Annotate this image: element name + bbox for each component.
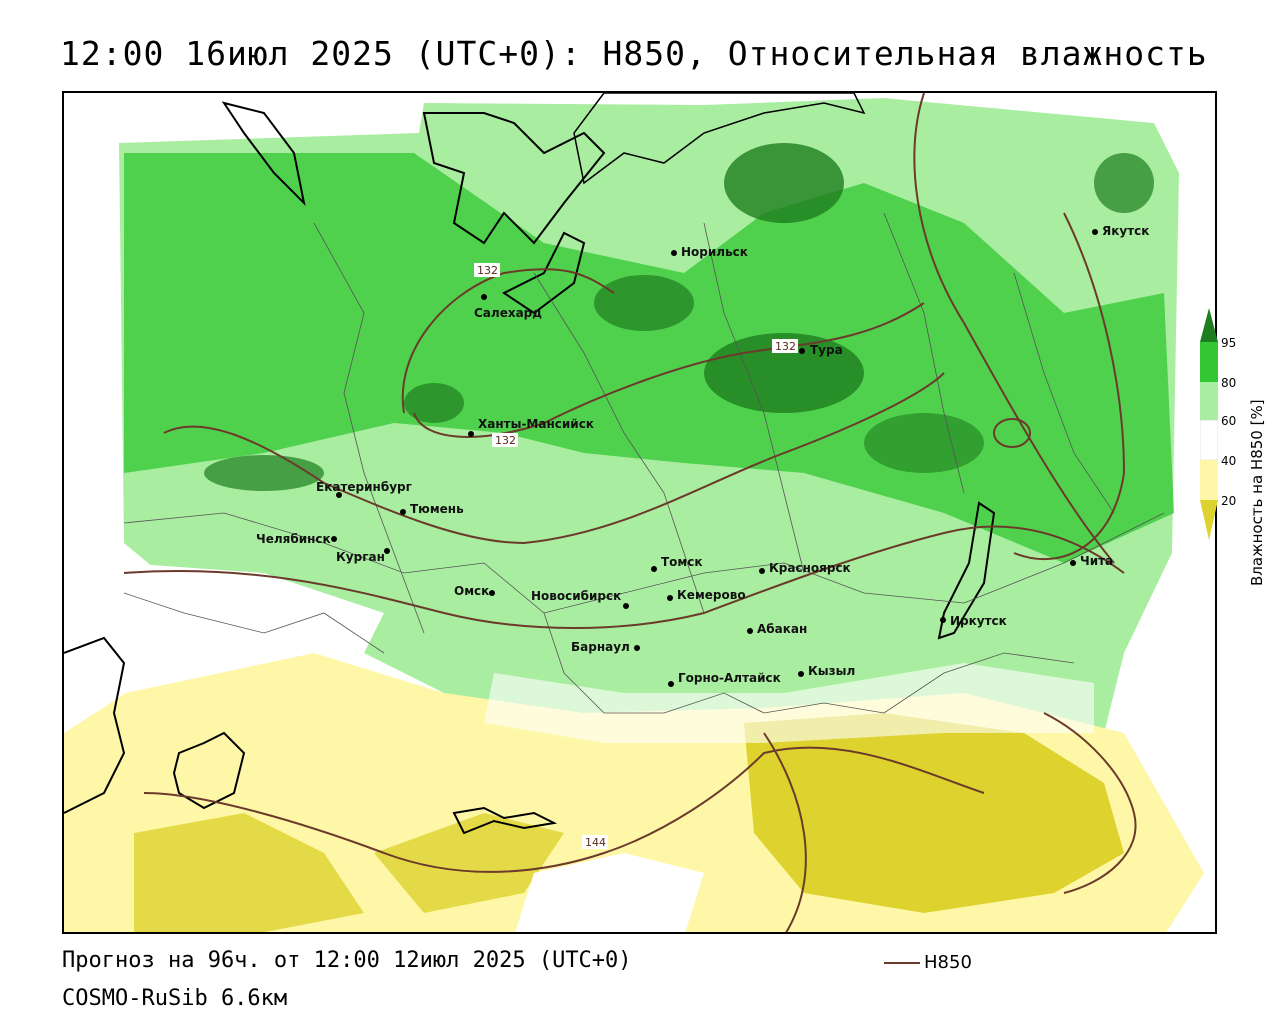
contour-ring [993,418,1031,448]
coastline-novaya-zemlya [221,101,306,207]
city-label: Кызыл [808,664,855,678]
model-name: COSMO-RuSib 6.6км [62,986,288,1011]
city-label: Чита [1080,554,1113,568]
contour-144-east [763,732,807,932]
colorbar [1200,308,1218,540]
moist-core-3 [594,275,694,331]
city-dot [400,509,406,515]
city-label: Ханты-Мансийск [478,417,594,431]
city-label: Томск [661,555,703,569]
contour-far-east [1013,212,1126,561]
humidity-map: 132 132 132 144 Якутск Норильск Салехард… [64,93,1204,932]
colorbar-top-arrow [1200,308,1218,342]
white-gap-bottom [515,853,704,932]
city-dot [799,348,805,354]
city-label: Иркутск [950,614,1007,628]
city-dot [798,671,804,677]
moist-core-6 [1094,153,1154,213]
contour-south [123,525,1125,629]
very-dry-region [744,713,1124,913]
colorbar-tick: 60 [1221,414,1237,428]
city-markers: Якутск Норильск Салехард Тура Ханты-Манс… [256,224,1149,687]
city-dot [489,590,495,596]
admin-borders [123,212,1165,714]
very-dry-region-west [134,813,364,932]
city-label: Барнаул [571,640,630,654]
colorbar-segment-95 [1200,342,1218,382]
contour-label: 144 [585,836,606,849]
caspian-coast [64,636,126,814]
aral-sea [172,731,246,810]
contour-132-loop [401,268,615,414]
city-label: Якутск [1102,224,1149,238]
city-label: Горно-Алтайск [678,671,781,685]
forecast-info: Прогноз на 96ч. от 12:00 12июл 2025 (UTC… [62,948,632,973]
city-label: Омск [454,584,489,598]
contour-label-group: 132 132 132 144 [474,263,798,849]
contour-legend-label: H850 [924,952,972,973]
city-dot [331,536,337,542]
moist-core-5 [204,455,324,491]
city-dot [667,595,673,601]
contour-legend-line [884,962,920,964]
city-label: Новосибирск [531,589,621,603]
colorbar-bottom-arrow [1200,500,1218,540]
colorbar-tick: 95 [1221,336,1237,350]
city-label: Красноярск [769,561,851,575]
contour-132-tura [413,302,925,438]
colorbar-title: Влажность на H850 [%] [1248,399,1266,586]
contour-east [913,93,1115,564]
lake-baikal [937,501,996,640]
white-gap-south [484,663,1094,743]
contour-label: 132 [495,434,516,447]
city-dot [759,568,765,574]
colorbar-tick: 80 [1221,376,1237,390]
white-gap [124,563,384,653]
very-dry-region-center [374,813,564,913]
moist-core-4 [404,383,464,423]
contour-144-far-east [1043,712,1137,894]
colorbar-segment-80 [1200,382,1218,420]
city-label: Тура [810,343,843,357]
h850-contours [123,93,1137,932]
city-dot [651,566,657,572]
map-panel: 132 132 132 144 Якутск Норильск Салехард… [62,91,1217,934]
city-dot [634,645,640,651]
city-dot [384,548,390,554]
city-label: Кемерово [677,588,746,602]
city-dot [1092,229,1098,235]
city-dot [668,681,674,687]
moist-core-1 [724,143,844,223]
colorbar-segment-40 [1200,460,1218,500]
city-label: Тюмень [410,502,464,516]
contour-label: 132 [477,264,498,277]
city-dot [671,250,677,256]
city-label: Норильск [681,245,748,259]
contour-label: 132 [775,340,796,353]
lake-balkhash [452,806,558,835]
city-dot [940,617,946,623]
city-dot [336,492,342,498]
colorbar-tick: 40 [1221,454,1237,468]
city-dot [481,294,487,300]
city-label: Челябинск [256,532,331,546]
coastline-yamal [502,231,586,315]
contour-144 [143,746,985,873]
colorbar-tick: 20 [1221,494,1237,508]
coastline-taymyr [573,93,866,185]
chart-title: 12:00 16июл 2025 (UTC+0): H850, Относите… [60,34,1208,73]
moist-core-7 [864,413,984,473]
city-label: Курган [336,550,385,564]
colorbar-segment-60 [1200,419,1218,461]
city-label: Салехард [474,306,542,320]
city-dot [623,603,629,609]
city-label: Екатеринбург [316,480,412,494]
city-label: Абакан [757,622,807,636]
coastline-arctic [422,112,606,245]
contour-132-west [163,372,945,545]
city-dot [1070,560,1076,566]
city-dot [468,431,474,437]
city-dot [747,628,753,634]
